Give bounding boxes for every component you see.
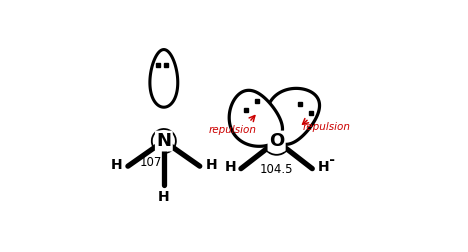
Text: repulsion: repulsion: [303, 122, 351, 132]
Text: O: O: [269, 132, 284, 150]
Text: H: H: [224, 161, 236, 174]
Polygon shape: [266, 88, 320, 144]
Text: repulsion: repulsion: [209, 125, 257, 135]
Text: H¯: H¯: [317, 161, 336, 174]
Polygon shape: [229, 90, 283, 146]
Text: 107: 107: [140, 156, 162, 169]
Text: H: H: [158, 191, 169, 204]
Polygon shape: [150, 50, 178, 107]
Text: N: N: [156, 132, 171, 150]
Text: H: H: [111, 158, 123, 172]
Text: 104.5: 104.5: [260, 163, 293, 176]
Text: H: H: [205, 158, 217, 172]
